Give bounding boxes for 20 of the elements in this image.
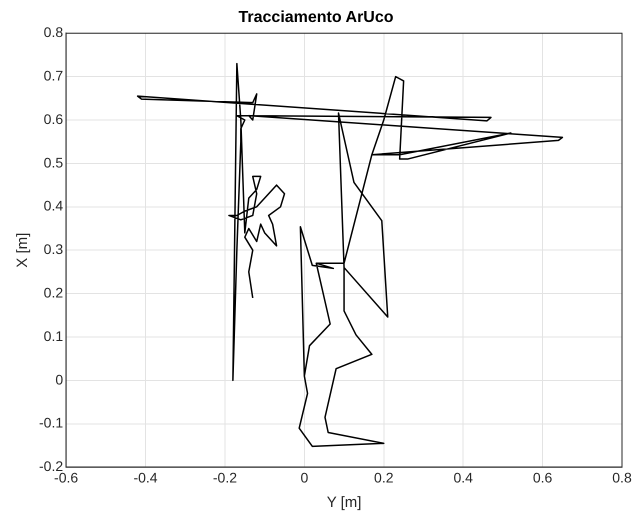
y-axis-title: X [m] <box>14 232 32 268</box>
y-tick-label: 0.1 <box>44 328 64 344</box>
x-tick-label: 0 <box>300 469 308 486</box>
x-tick-label: 0.4 <box>453 469 474 486</box>
x-tick-label: 0.8 <box>612 469 632 486</box>
y-tick-label: 0.6 <box>44 110 64 127</box>
y-tick-label: 0.5 <box>44 154 64 170</box>
y-tick-label: 0.2 <box>44 284 64 300</box>
x-tick-label: 0.2 <box>374 469 394 486</box>
y-tick-label: 0.4 <box>44 198 64 214</box>
x-tick-label: 0.6 <box>532 469 553 486</box>
chart-title: Tracciamento ArUco <box>238 9 394 26</box>
y-tick-label: -0.1 <box>39 414 64 431</box>
y-tick-label: 0.7 <box>44 67 64 84</box>
y-tick-label: 0.8 <box>44 24 64 40</box>
y-tick-label: 0 <box>55 371 64 388</box>
x-tick-label: -0.2 <box>212 469 238 486</box>
y-tick-label: 0.3 <box>44 241 64 258</box>
x-tick-label: -0.4 <box>133 469 158 486</box>
x-axis-title: Y [m] <box>326 494 362 512</box>
